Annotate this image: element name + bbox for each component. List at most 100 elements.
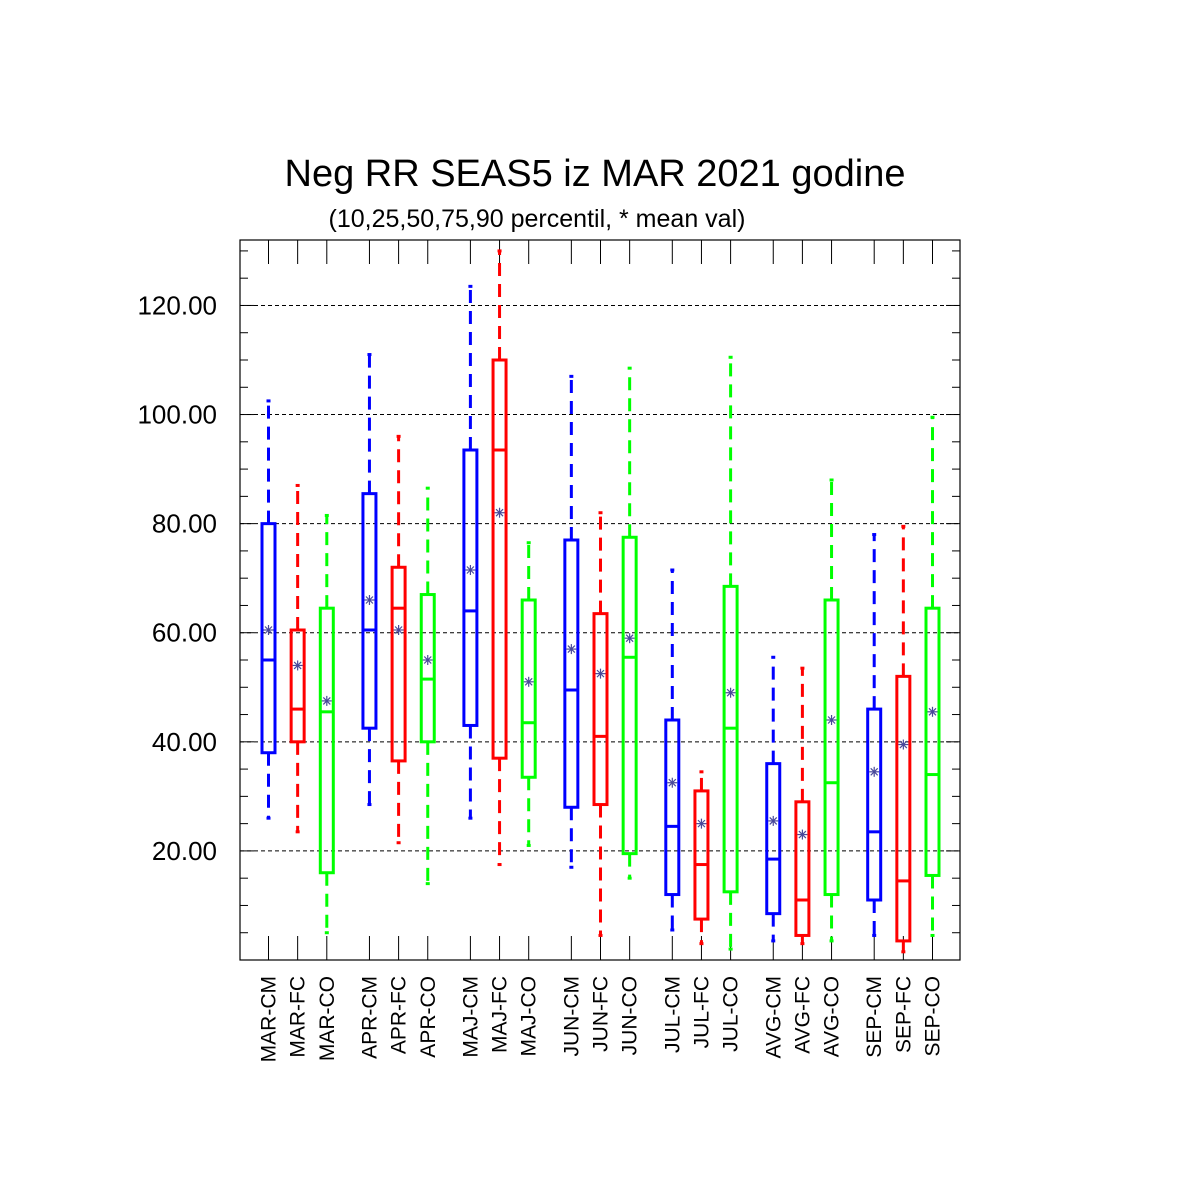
- mean-marker: [364, 595, 375, 605]
- y-tick-label: 80.00: [152, 509, 217, 539]
- whisker-cap-top: [569, 374, 574, 378]
- mean-stroke: [928, 707, 937, 716]
- chart-title: Neg RR SEAS5 iz MAR 2021 godine: [285, 153, 906, 195]
- mean-marker: [422, 655, 433, 665]
- mean-marker: [393, 625, 404, 635]
- iqr-box: [621, 535, 638, 856]
- box-apr-co: [419, 486, 436, 886]
- iqr-box: [664, 718, 681, 897]
- x-tick-label: MAJ-CO: [518, 976, 541, 1057]
- whisker-cap-bottom: [829, 939, 834, 943]
- whisker-cap-top: [800, 666, 805, 670]
- mean-stroke: [293, 661, 302, 670]
- mean-marker: [725, 687, 736, 698]
- x-tick-label: AVG-CO: [821, 976, 844, 1057]
- mean-stroke: [625, 634, 634, 643]
- whisker-cap-top: [425, 486, 430, 490]
- mean-stroke: [899, 740, 908, 749]
- mean-marker: [869, 766, 880, 777]
- x-tick-label: APR-CM: [358, 976, 381, 1059]
- mean-marker: [624, 633, 635, 644]
- box-apr-fc: [390, 434, 407, 845]
- iqr-box: [722, 584, 739, 894]
- iqr-box: [794, 800, 811, 937]
- whisker-cap-bottom: [396, 841, 401, 845]
- iqr-box: [419, 593, 436, 744]
- mean-stroke: [870, 767, 879, 776]
- whisker-cap-bottom: [367, 803, 372, 807]
- iqr-box: [693, 789, 710, 921]
- x-tick-label: MAJ-FC: [489, 976, 512, 1053]
- iqr-box: [563, 538, 580, 809]
- x-tick-label: JUN-CM: [560, 976, 583, 1056]
- whisker-cap-top: [497, 249, 502, 253]
- iqr-box: [895, 674, 912, 943]
- mean-stroke: [798, 830, 807, 839]
- mean-marker: [826, 715, 837, 725]
- x-tick-label: MAR-CM: [258, 976, 281, 1062]
- mean-marker: [595, 668, 606, 679]
- whisker-cap-bottom: [800, 942, 805, 946]
- box-sep-cm: [866, 533, 883, 937]
- whisker-cap-top: [728, 355, 733, 359]
- whisker-cap-bottom: [295, 830, 300, 834]
- x-tick-label: SEP-FC: [892, 976, 915, 1053]
- box-jul-fc: [693, 770, 710, 946]
- mean-stroke: [769, 816, 778, 825]
- x-tick-label: JUN-FC: [590, 976, 613, 1052]
- iqr-box: [866, 707, 883, 902]
- mean-stroke: [827, 716, 836, 724]
- whisker-cap-bottom: [771, 939, 776, 943]
- whisker-cap-bottom: [699, 942, 704, 946]
- x-tick-label: MAJ-CM: [459, 976, 482, 1058]
- x-tick-label: AVG-CM: [762, 976, 785, 1058]
- whisker-cap-bottom: [670, 928, 675, 932]
- x-tick-label: JUL-FC: [690, 976, 713, 1048]
- mean-stroke: [668, 778, 677, 787]
- whisker-cap-top: [396, 434, 401, 438]
- mean-stroke: [423, 656, 432, 664]
- whisker-cap-top: [367, 353, 372, 357]
- y-tick-label: 100.00: [137, 400, 217, 430]
- whisker-cap-bottom: [526, 843, 531, 847]
- mean-stroke: [495, 508, 504, 517]
- iqr-box: [592, 612, 609, 807]
- box-avg-co: [823, 478, 840, 943]
- mean-marker: [898, 739, 909, 750]
- whisker-cap-bottom: [468, 816, 473, 820]
- x-tick-label: SEP-CM: [863, 976, 886, 1058]
- mean-stroke: [567, 645, 576, 654]
- y-tick-label: 60.00: [152, 618, 217, 648]
- box-mar-co: [318, 513, 335, 935]
- mean-marker: [768, 815, 779, 826]
- iqr-box: [260, 522, 277, 755]
- whisker-cap-bottom: [425, 882, 430, 886]
- y-tick-label: 40.00: [152, 727, 217, 757]
- box-maj-fc: [491, 249, 508, 867]
- whisker-cap-top: [627, 366, 632, 370]
- mean-stroke: [524, 677, 533, 686]
- iqr-box: [823, 598, 840, 897]
- x-tick-label: SEP-CO: [922, 976, 945, 1057]
- box-sep-co: [924, 415, 941, 937]
- whisker-cap-bottom: [872, 933, 877, 937]
- whisker-cap-bottom: [728, 947, 733, 951]
- x-tick-label: JUL-CM: [661, 976, 684, 1053]
- whisker-cap-bottom: [627, 876, 632, 880]
- box-avg-fc: [794, 666, 811, 946]
- iqr-box: [390, 565, 407, 763]
- mean-marker: [667, 777, 678, 788]
- box-jul-co: [722, 355, 739, 951]
- whisker-cap-top: [829, 478, 834, 482]
- whisker-cap-top: [930, 415, 935, 419]
- iqr-box: [924, 606, 941, 877]
- iqr-box: [462, 448, 479, 727]
- whisker-cap-bottom: [497, 863, 502, 867]
- mean-stroke: [466, 566, 475, 574]
- iqr-box: [289, 628, 306, 744]
- x-tick-label: MAR-FC: [287, 976, 310, 1058]
- mean-marker: [494, 507, 505, 518]
- whisker-cap-top: [670, 568, 675, 572]
- tick-labels: 20.00 40.00 60.00 80.00 100.00 120.00 MAR-CM MA…: [137, 290, 944, 1062]
